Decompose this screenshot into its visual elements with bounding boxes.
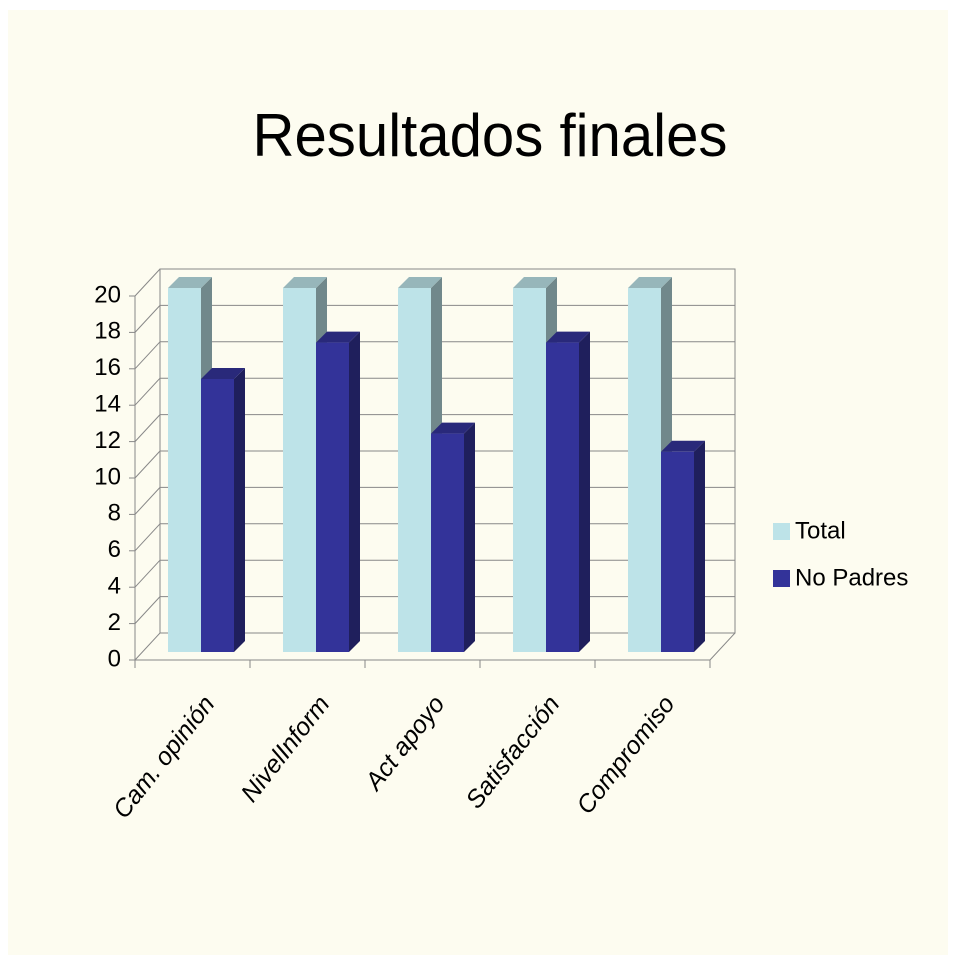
legend-label: No Padres (795, 564, 908, 591)
y-tick-label: 20 (94, 281, 121, 308)
bar-top (661, 440, 705, 452)
bar-side (464, 422, 475, 652)
background (8, 10, 948, 955)
side-grid-line (134, 559, 161, 588)
bar-top (398, 277, 442, 288)
y-tick-label: 12 (94, 427, 121, 454)
legend-swatch (773, 523, 790, 540)
legend-swatch (773, 570, 790, 587)
floor-edge (709, 632, 736, 661)
bar (661, 451, 694, 652)
side-grid-line (134, 487, 161, 515)
side-grid-line (134, 632, 161, 661)
side-grid-line (134, 377, 161, 406)
side-grid-line (134, 596, 161, 624)
bar-top (283, 277, 327, 288)
bar (431, 433, 464, 652)
bar (546, 342, 579, 652)
bar-top (628, 277, 672, 288)
bar-side (349, 331, 360, 652)
bar-top (546, 331, 590, 343)
y-tick-label: 18 (94, 318, 121, 345)
side-grid-line (134, 450, 161, 479)
bar (398, 288, 431, 652)
bar-side (579, 331, 590, 652)
bar (168, 288, 201, 652)
bar (283, 288, 316, 652)
bar-top (168, 277, 212, 288)
chart-title: Resultados finales (253, 102, 728, 169)
bar-top (201, 368, 245, 379)
legend-label: Total (795, 517, 846, 544)
bar-side (694, 440, 705, 652)
y-tick-label: 0 (108, 645, 121, 672)
y-tick-label: 10 (94, 463, 121, 490)
y-tick-label: 6 (108, 536, 121, 563)
bar-top (513, 277, 557, 288)
bar (201, 379, 234, 652)
y-tick-label: 14 (94, 391, 121, 418)
side-grid-line (134, 523, 161, 552)
side-grid-line (134, 341, 161, 370)
y-tick-label: 8 (108, 500, 121, 527)
bar-top (316, 331, 360, 343)
side-grid-line (134, 414, 161, 442)
bar-side (234, 368, 245, 652)
y-tick-label: 2 (108, 609, 121, 636)
y-tick-label: 16 (94, 354, 121, 381)
bar-top (431, 422, 475, 434)
bar (513, 288, 546, 652)
side-grid-line (134, 268, 161, 297)
bar (628, 288, 661, 652)
side-grid-line (134, 305, 161, 333)
y-tick-label: 4 (108, 573, 121, 600)
bar (316, 342, 349, 652)
